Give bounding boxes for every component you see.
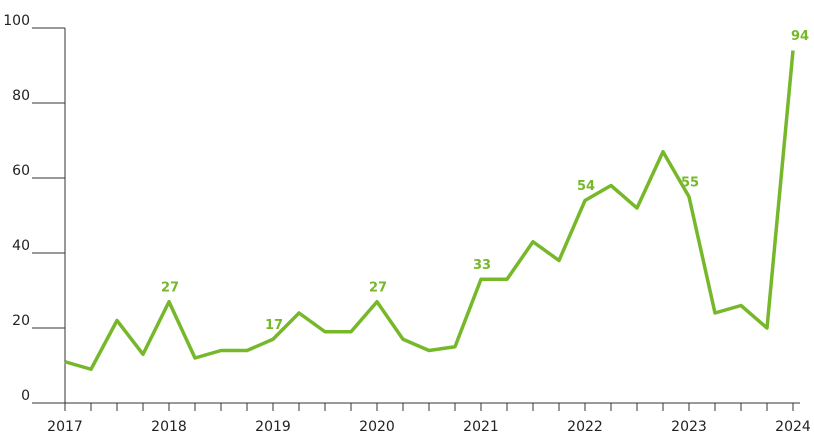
data-label: 33: [473, 258, 491, 273]
x-tick-label: 2017: [47, 419, 83, 435]
x-tick-label: 2022: [567, 419, 603, 435]
x-tick-label: 2021: [463, 419, 499, 435]
x-tick-label: 2020: [359, 419, 395, 435]
x-tick-label: 2024: [775, 419, 811, 435]
data-label: 27: [369, 280, 387, 295]
data-label: 55: [681, 175, 699, 190]
data-label: 54: [577, 179, 595, 194]
y-tick-label: 100: [3, 13, 30, 29]
y-tick-label: 20: [12, 313, 30, 329]
y-tick-label: 60: [12, 163, 30, 179]
data-label: 94: [791, 29, 809, 44]
y-tick-label: 0: [21, 388, 30, 404]
x-tick-label: 2023: [671, 419, 707, 435]
line: [64, 50, 795, 371]
x-tick-label: 2018: [151, 419, 187, 435]
y-tick-label: 40: [12, 238, 30, 254]
x-tick-label: 2019: [255, 419, 291, 435]
y-tick-label: 80: [12, 88, 30, 104]
data-label: 17: [265, 318, 283, 333]
data-label: 27: [161, 280, 179, 295]
